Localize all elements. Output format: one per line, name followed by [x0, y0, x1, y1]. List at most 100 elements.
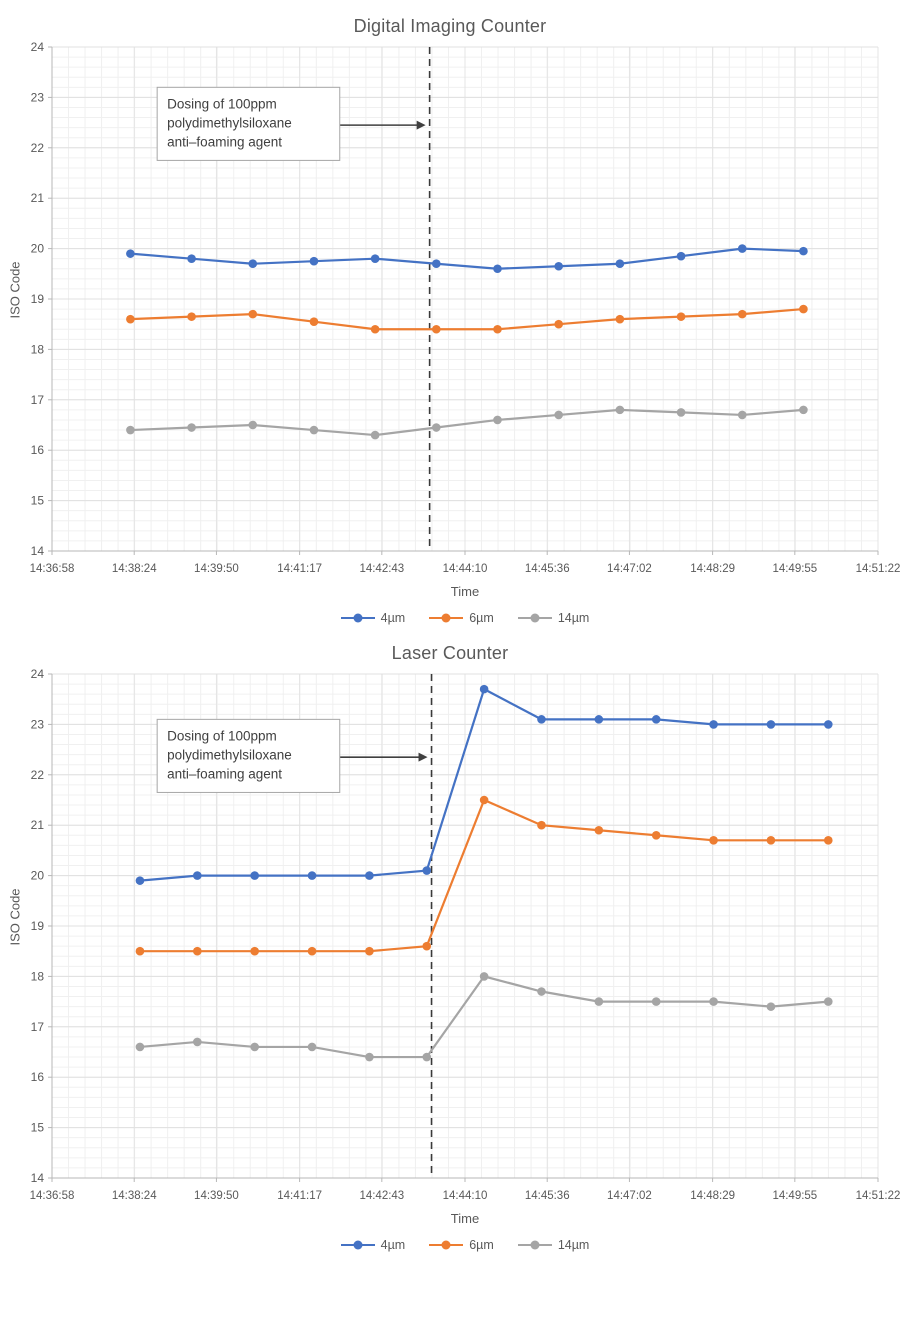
data-point — [799, 304, 808, 314]
chart-digital-imaging-counter: Digital Imaging Counter ISO Code 14 15 16 1… — [0, 16, 900, 625]
data-point — [479, 795, 489, 805]
series-4µm — [135, 684, 833, 885]
data-point — [594, 715, 604, 724]
data-point — [615, 314, 625, 324]
chart-title: Laser Counter — [391, 643, 509, 663]
legend-label: 6µm — [469, 1238, 494, 1252]
legend-item-6µm: 6µm — [429, 611, 494, 625]
data-point — [493, 264, 502, 274]
data-point — [709, 997, 718, 1006]
legend-item-14µm: 14µm — [517, 1238, 590, 1252]
data-point — [307, 1042, 317, 1052]
legend-label: 4µm — [380, 611, 406, 625]
x-tick-label: 14:45:36 — [525, 1190, 570, 1202]
data-point — [709, 836, 718, 845]
x-tick-label: 14:38:24 — [112, 1190, 157, 1202]
legend-marker-icon — [517, 613, 552, 623]
data-point — [309, 425, 319, 435]
data-point — [135, 876, 145, 885]
data-point — [187, 423, 196, 432]
legend-marker-icon — [340, 1240, 375, 1250]
data-point — [126, 425, 135, 435]
x-tick-label: 14:38:24 — [112, 563, 157, 575]
data-point — [537, 987, 546, 996]
data-point — [651, 715, 661, 724]
y-tick-label: 14 — [31, 544, 45, 558]
y-tick-label: 24 — [31, 667, 45, 681]
data-point — [422, 866, 432, 875]
data-point — [248, 259, 258, 269]
data-point — [554, 261, 563, 271]
data-point — [422, 941, 432, 951]
y-tick-label: 21 — [31, 191, 45, 205]
y-tick-label: 23 — [31, 90, 45, 104]
legend-marker-icon — [429, 613, 464, 623]
legend-item-4µm: 4µm — [340, 1238, 405, 1252]
data-point — [799, 405, 808, 415]
chart-title: Digital Imaging Counter — [353, 16, 547, 36]
data-point — [307, 946, 317, 956]
x-tick-label: 14:49:55 — [772, 1190, 817, 1202]
x-tick-label: 14:48:29 — [690, 563, 735, 575]
y-tick-label: 22 — [31, 768, 45, 782]
data-point — [676, 408, 686, 417]
y-tick-label: 17 — [31, 1020, 45, 1034]
legend-label: 6µm — [469, 611, 494, 625]
data-point — [737, 410, 747, 420]
x-tick-label: 14:44:10 — [443, 563, 488, 575]
x-tick-label: 14:48:29 — [690, 1190, 735, 1202]
y-tick-label: 17 — [31, 393, 45, 407]
data-point — [126, 314, 135, 324]
y-tick-label: 16 — [31, 443, 45, 457]
data-point — [479, 972, 489, 981]
data-point — [651, 830, 661, 840]
x-tick-label: 14:42:43 — [359, 1190, 404, 1202]
y-tick-label: 20 — [31, 242, 45, 256]
data-point — [250, 871, 259, 880]
annotation-box — [156, 718, 341, 793]
annotation-text: polydimethylsiloxane — [167, 747, 292, 762]
data-point — [309, 256, 319, 266]
y-tick-label: 19 — [31, 919, 45, 933]
data-point — [676, 312, 686, 321]
chart-laser-counter: Laser Counter ISO Code 14 15 16 17 18 19 20 21 2… — [0, 643, 900, 1252]
x-tick-label: 14:51:22 — [856, 1190, 900, 1202]
x-tick-label: 14:36:58 — [30, 563, 75, 575]
data-point — [799, 246, 808, 256]
x-tick-label: 14:41:17 — [277, 1190, 322, 1202]
figure: Digital Imaging Counter ISO Code 14 15 16 1… — [0, 16, 900, 1252]
data-point — [554, 410, 563, 420]
plot-area: 14 15 16 17 18 19 20 21 22 23 24 14:36:58 14:38:24 14… — [30, 40, 900, 575]
y-tick-label: 16 — [31, 1070, 45, 1084]
data-point — [594, 997, 604, 1006]
data-point — [370, 324, 380, 334]
x-tick-label: 14:44:10 — [443, 1190, 488, 1202]
y-tick-label: 19 — [31, 292, 45, 306]
y-axis-title: ISO Code — [7, 888, 23, 946]
legend-item-6µm: 6µm — [429, 1238, 494, 1252]
legend-label: 14µm — [557, 1238, 590, 1252]
annotation-box — [156, 86, 341, 161]
data-point — [537, 820, 546, 830]
x-tick-label: 14:47:02 — [607, 1190, 652, 1202]
data-point — [193, 946, 202, 956]
y-tick-label: 18 — [31, 969, 45, 983]
data-point — [126, 249, 135, 258]
legend-label: 14µm — [557, 611, 590, 625]
data-point — [135, 946, 145, 956]
series-14µm — [135, 972, 833, 1062]
data-point — [823, 997, 833, 1006]
legend-marker-icon — [340, 613, 375, 623]
x-axis-title: Time — [450, 1211, 480, 1226]
data-point — [135, 1042, 145, 1052]
data-point — [187, 312, 196, 321]
x-tick-label: 14:51:22 — [856, 563, 900, 575]
data-point — [432, 259, 441, 269]
data-point — [309, 317, 319, 326]
legend: 4µm 6µm 14µm — [30, 1238, 900, 1252]
data-point — [493, 415, 502, 425]
data-point — [594, 825, 604, 835]
legend-marker-icon — [517, 1240, 552, 1250]
annotation-arrow-head — [416, 120, 426, 130]
series-6µm — [126, 304, 808, 334]
